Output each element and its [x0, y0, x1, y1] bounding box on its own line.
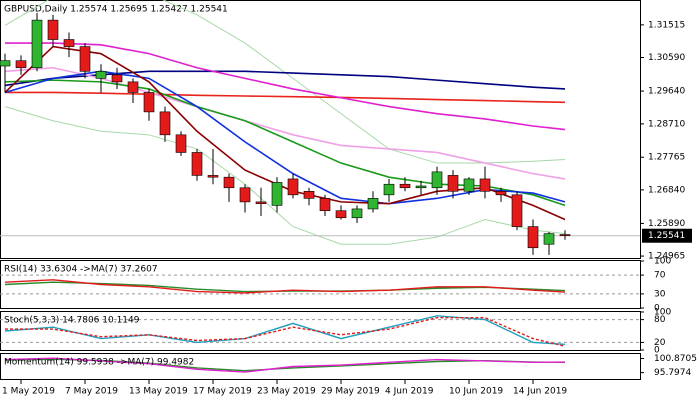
x-tick-label: 10 Jun 2019 — [449, 387, 503, 397]
candle-body — [63, 39, 75, 47]
candle-body — [271, 182, 283, 206]
x-tick-label: 17 May 2019 — [193, 387, 252, 397]
candle-body — [239, 187, 251, 203]
y-tick-label: 1.27765 — [648, 153, 685, 163]
chart-title: GBPUSD,Daily 1.25574 1.25695 1.25427 1.2… — [4, 5, 228, 15]
candle-body — [383, 183, 395, 196]
candle-body — [0, 60, 11, 67]
y-tick-label: 1.24965 — [648, 252, 685, 262]
candle-body — [127, 81, 139, 93]
panel-title: Stoch(5,3,3) 14.7806 10.1149 — [4, 316, 140, 326]
y-tick-label: 100.8705 — [654, 354, 697, 364]
x-tick-label: 7 May 2019 — [65, 387, 118, 397]
moving-average — [4, 106, 566, 245]
candle-body — [319, 198, 331, 212]
y-tick-label: 0 — [654, 304, 660, 314]
candle-body — [223, 176, 235, 189]
candle-body — [559, 234, 571, 237]
candle-body — [15, 60, 27, 69]
y-tick-label: 1.31515 — [648, 20, 685, 30]
candle-body — [255, 201, 267, 204]
x-tick-label: 1 May 2019 — [2, 387, 55, 397]
candle-body — [143, 92, 155, 113]
x-tick-label: 13 May 2019 — [129, 387, 188, 397]
candle-body — [463, 178, 475, 192]
panel-title: Momentum(14) 99.5938 ->MA(7) 99.4982 — [4, 358, 194, 368]
candle-body — [351, 208, 363, 219]
candle-body — [415, 185, 427, 189]
candle-body — [111, 74, 123, 83]
x-tick-label: 29 May 2019 — [321, 387, 380, 397]
y-tick-label: 0 — [654, 346, 660, 356]
y-tick-label: 1.28710 — [648, 119, 685, 129]
candle-body — [95, 70, 107, 79]
y-tick-label: 1.29640 — [648, 87, 685, 97]
y-tick-label: 20 — [654, 338, 666, 348]
momentum-panel — [0, 353, 641, 380]
candle-body — [47, 19, 59, 40]
candle-body — [191, 152, 203, 176]
indicator-line — [4, 357, 566, 373]
panel-title: RSI(14) 33.6304 ->MA(7) 37.2607 — [4, 265, 158, 275]
y-tick-label: 1.26840 — [648, 185, 685, 195]
candle-body — [303, 190, 315, 199]
y-tick-label: 80 — [654, 315, 666, 325]
candle-body — [159, 111, 171, 136]
candle-body — [495, 190, 507, 196]
candle-body — [479, 178, 491, 192]
current-price-label: 1.25541 — [648, 231, 685, 241]
y-tick-label: 70 — [654, 271, 666, 281]
candle-body — [31, 19, 43, 69]
y-tick-label: 30 — [654, 289, 666, 299]
indicator-line — [4, 315, 566, 345]
candle-body — [79, 46, 91, 72]
y-tick-label: 95.7974 — [654, 368, 691, 378]
stoch-panel — [0, 311, 641, 351]
candle-body — [287, 178, 299, 196]
x-tick-label: 4 Jun 2019 — [385, 387, 434, 397]
y-tick-label: 1.25890 — [648, 219, 685, 229]
candle-body — [447, 175, 459, 192]
y-tick-label: 1.30590 — [648, 53, 685, 63]
indicator-line — [4, 279, 566, 294]
candle-body — [399, 183, 411, 189]
x-tick-label: 14 Jun 2019 — [513, 387, 567, 397]
moving-average — [5, 91, 566, 104]
candle-body — [367, 198, 379, 210]
main-panel — [0, 0, 641, 259]
rsi-panel — [0, 260, 641, 309]
x-tick-label: 23 May 2019 — [257, 387, 316, 397]
candle-body — [207, 175, 219, 178]
moving-average — [5, 42, 566, 131]
candle-body — [175, 134, 187, 153]
y-tick-label: 100 — [654, 257, 671, 267]
indicator-line — [5, 317, 566, 347]
candle-body — [335, 210, 347, 219]
current-price-box — [642, 228, 692, 243]
y-tick-label: 100 — [654, 308, 671, 318]
candle-body — [511, 194, 523, 227]
candle-body — [431, 171, 443, 189]
candle-body — [527, 226, 539, 249]
candle-body — [543, 233, 555, 245]
